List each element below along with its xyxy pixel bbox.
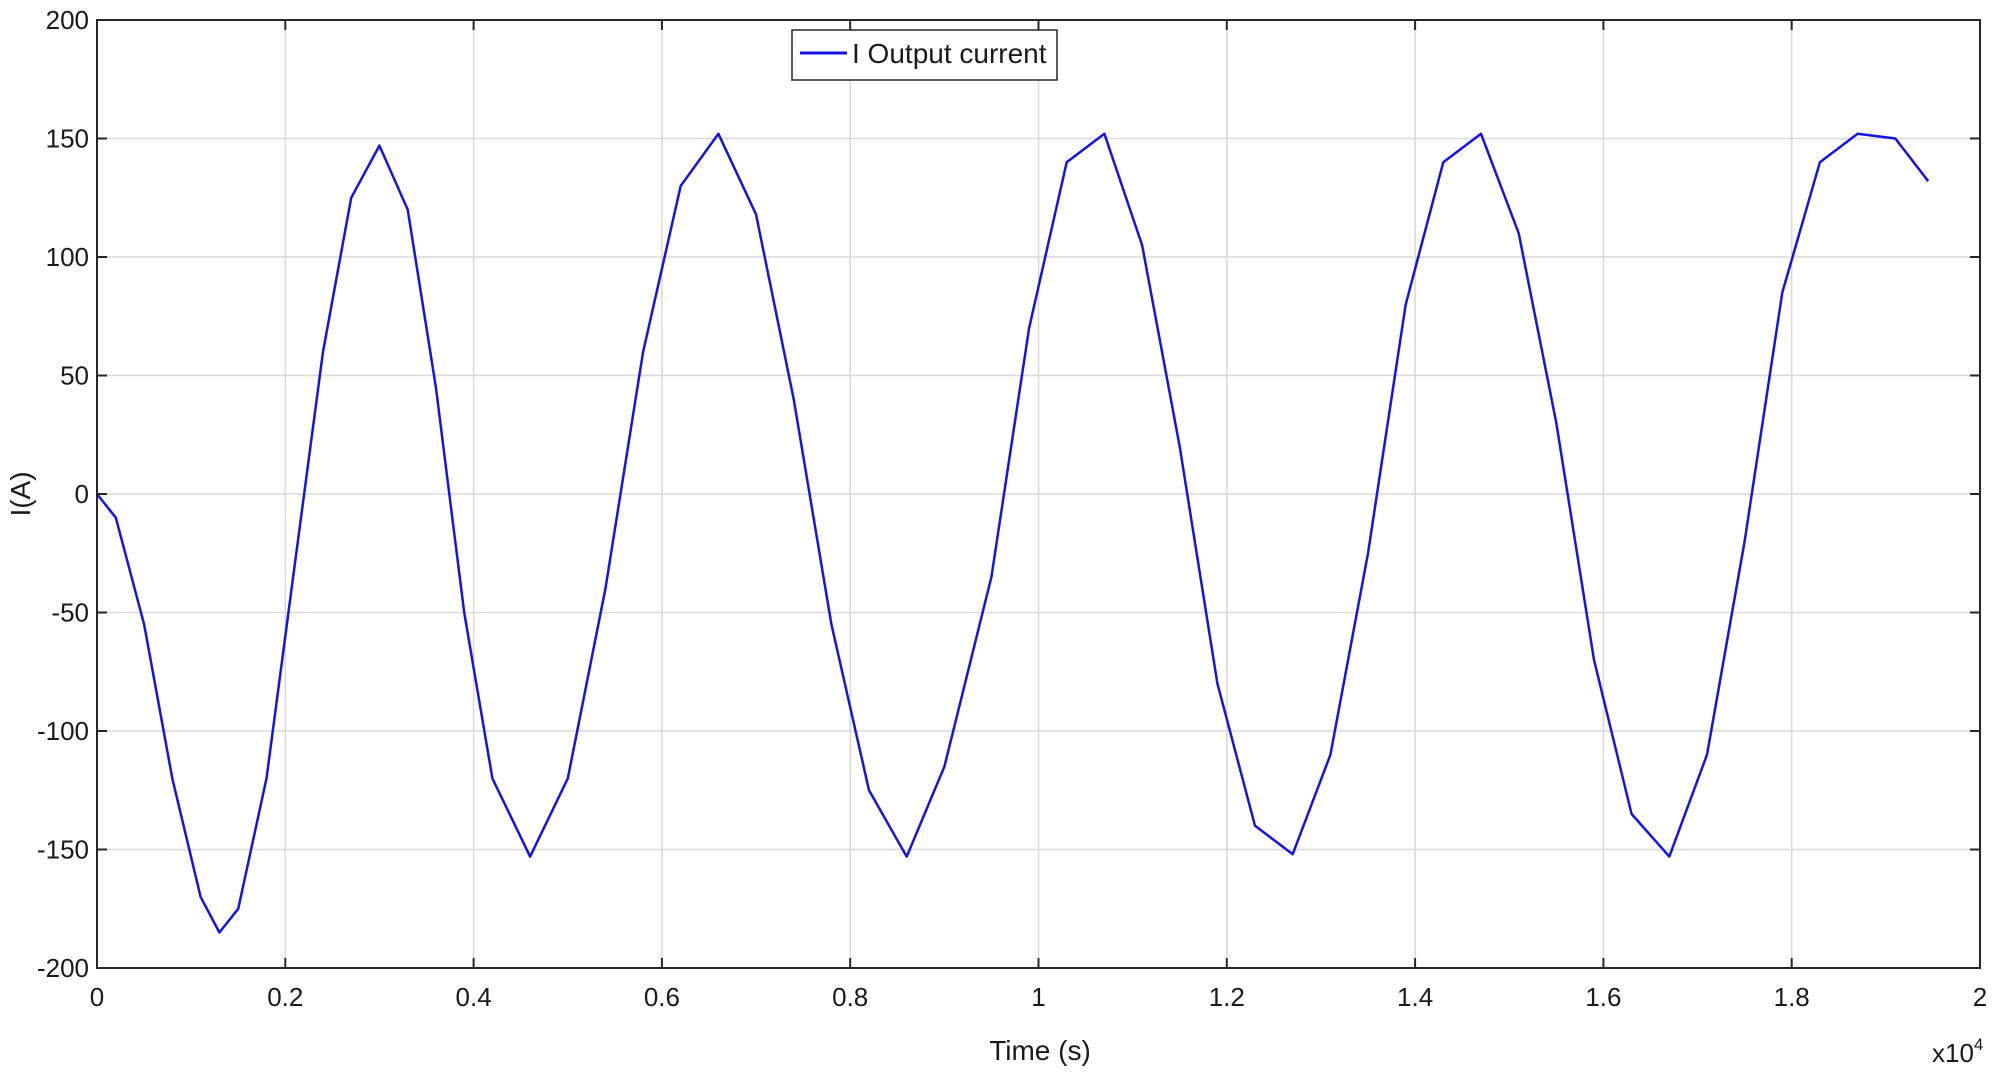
x-tick-label: 2: [1973, 982, 1987, 1012]
grid: [96, 19, 1981, 969]
x-tick-label: 1.4: [1397, 982, 1433, 1012]
x-tick-label: 1.2: [1209, 982, 1245, 1012]
y-tick-label: -150: [37, 835, 89, 865]
y-tick-label: 0: [75, 479, 89, 509]
y-tick-label: -100: [37, 716, 89, 746]
x-tick-label: 0.8: [832, 982, 868, 1012]
x-tick-label: 1: [1031, 982, 1045, 1012]
axis-ticks: 0 0.2 0.4 0.6 0.8 1 1.2 1.4 1.6 1.8 2200150100500-…: [37, 5, 1987, 1012]
y-tick-label: 150: [46, 124, 89, 154]
y-axis-label: I(A): [5, 471, 36, 516]
legend: I Output current: [791, 29, 1058, 81]
y-tick-label: -200: [37, 953, 89, 983]
x-tick-label: 0.2: [267, 982, 303, 1012]
x-exponent-label: x104: [1932, 1035, 1983, 1068]
x-axis-label: Time (s): [989, 1035, 1091, 1066]
y-tick-label: 100: [46, 242, 89, 272]
x-exponent-base: x10: [1932, 1038, 1974, 1068]
legend-label: I Output current: [852, 38, 1047, 69]
x-tick-label: 0.6: [644, 982, 680, 1012]
x-exponent-power: 4: [1974, 1035, 1983, 1054]
series-lines: [96, 132, 1930, 934]
y-tick-label: 200: [46, 5, 89, 35]
x-tick-label: 0: [90, 982, 104, 1012]
y-tick-label: 50: [60, 361, 89, 391]
x-tick-label: 1.6: [1585, 982, 1621, 1012]
y-tick-label: -50: [51, 598, 89, 628]
x-tick-label: 0.4: [456, 982, 492, 1012]
legend-box: [791, 29, 1058, 81]
x-tick-label: 1.8: [1774, 982, 1810, 1012]
series-line: [96, 132, 1930, 934]
